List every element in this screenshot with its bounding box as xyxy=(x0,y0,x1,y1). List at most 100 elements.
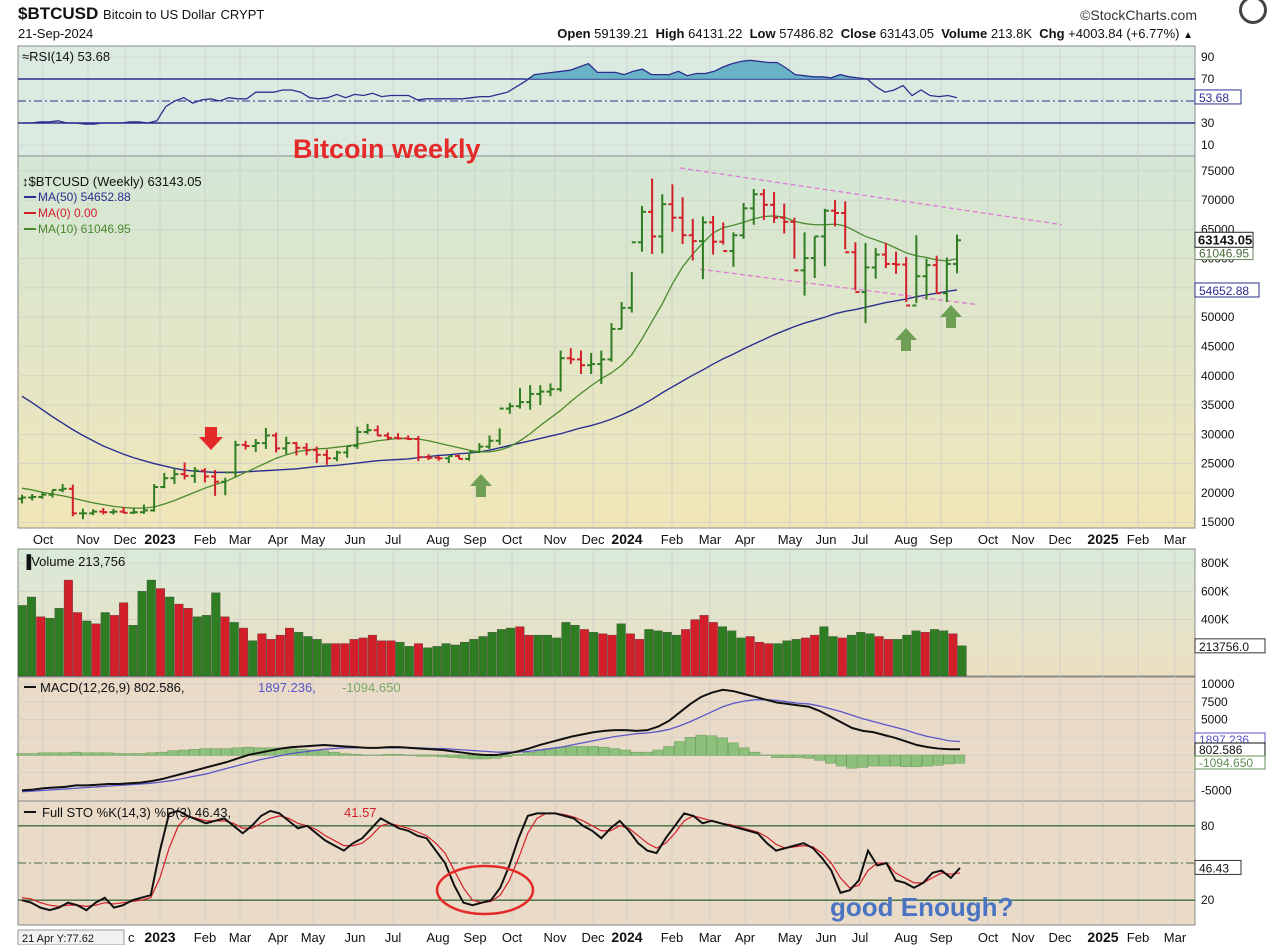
price-bar xyxy=(322,449,331,465)
price-tick-label: 35000 xyxy=(1201,398,1235,412)
macd-tick-label: -5000 xyxy=(1201,783,1232,797)
macd-signal-line xyxy=(21,699,961,793)
macd-histogram-bar xyxy=(792,754,804,758)
x-axis-bottom-label: Oct xyxy=(502,930,523,945)
macd-histogram-bar xyxy=(81,752,92,756)
price-bar xyxy=(455,454,464,460)
crosshair-readout: 21 Apr Y:77.62 xyxy=(22,933,94,945)
x-axis-bottom-label: Dec xyxy=(1048,930,1072,945)
volume-bar xyxy=(478,636,488,677)
volume-bar xyxy=(736,637,746,677)
price-bar xyxy=(282,436,291,455)
x-axis-tick-label: Mar xyxy=(699,532,722,547)
volume-bar xyxy=(100,612,110,677)
macd-histogram-bar xyxy=(943,754,955,765)
volume-bar xyxy=(810,634,820,677)
price-bar xyxy=(892,251,901,274)
macd-histogram-bar xyxy=(803,754,815,759)
volume-bar xyxy=(109,615,119,677)
x-axis-tick-label: Sep xyxy=(929,532,952,547)
stochastic-tick-label: 20 xyxy=(1201,893,1215,907)
volume-bar xyxy=(377,640,387,677)
x-axis-tick-label: Oct xyxy=(502,532,523,547)
macd-histogram-bar xyxy=(922,754,933,767)
volume-bar xyxy=(515,626,525,677)
x-axis-tick-label: Oct xyxy=(33,532,54,547)
volume-bar xyxy=(543,634,552,677)
price-bar xyxy=(932,255,941,295)
macd-histogram-bar xyxy=(889,754,901,767)
macd-histogram-bar xyxy=(566,746,577,756)
x-axis-tick-label: Dec xyxy=(113,532,137,547)
x-axis-tick-label: May xyxy=(778,532,803,547)
price-bar xyxy=(28,494,37,501)
price-bar xyxy=(221,471,230,496)
x-axis-bottom-label: Apr xyxy=(735,930,756,945)
macd-histogram-bar xyxy=(124,753,135,756)
price-tick-label: 20000 xyxy=(1201,486,1235,500)
red-down-arrow-icon xyxy=(199,427,223,450)
oversold-circle-annotation xyxy=(435,864,535,916)
price-bar xyxy=(231,440,240,478)
price-bar xyxy=(160,472,169,489)
brand[interactable]: ©StockCharts.com xyxy=(1080,7,1197,23)
price-bar xyxy=(89,509,98,516)
price-bar xyxy=(444,454,453,464)
macd-histogram-bar xyxy=(835,754,847,767)
macd-panel xyxy=(17,676,1196,802)
price-bar xyxy=(394,433,403,440)
macd-histogram-bar xyxy=(900,754,912,767)
price-bar xyxy=(922,258,931,300)
macd-histogram-bar xyxy=(16,753,28,756)
macd-histogram-bar xyxy=(458,754,470,759)
x-axis-tick-label: 2023 xyxy=(144,531,175,547)
volume-bar xyxy=(331,643,341,677)
volume-legend: ▐Volume 213,756 xyxy=(22,554,125,570)
open-label: Open xyxy=(557,26,591,41)
price-bar xyxy=(292,441,301,456)
volume-bar xyxy=(561,622,571,677)
ma10-line xyxy=(21,215,958,509)
volume-bar xyxy=(460,641,470,677)
price-bar xyxy=(587,352,596,375)
crosshair-readout-box xyxy=(17,929,125,945)
price-bar xyxy=(495,407,504,445)
macd-histogram-bar xyxy=(426,754,437,757)
volume-bar xyxy=(865,633,875,677)
x-axis-tick-label: Nov xyxy=(1011,532,1035,547)
price-tick-label: 15000 xyxy=(1201,515,1235,529)
volume-value: 213.8K xyxy=(990,26,1033,41)
volume-bar xyxy=(367,634,377,677)
volume-tick-label: 400K xyxy=(1201,613,1229,627)
volume-bar xyxy=(404,646,414,677)
price-bar xyxy=(170,468,179,485)
stochastic-d-legend: 41.57 xyxy=(344,805,377,820)
volume-bar xyxy=(386,640,396,677)
volume-bar xyxy=(174,603,184,677)
price-bar xyxy=(475,443,484,454)
price-bar xyxy=(536,385,545,406)
rsi-tick-label: 90 xyxy=(1201,50,1215,64)
volume-bar xyxy=(570,625,580,677)
rsi-line xyxy=(22,59,958,125)
macd-histogram-bar xyxy=(188,749,200,756)
up-triangle-icon: ▲ xyxy=(1183,30,1193,41)
exchange: CRYPT xyxy=(220,7,265,22)
close-icon[interactable] xyxy=(1239,0,1267,24)
volume-bar xyxy=(598,633,608,677)
price-bar xyxy=(790,217,799,272)
macd-histogram-bar xyxy=(415,754,427,757)
price-bar xyxy=(109,508,118,515)
symbol-header: $BTCUSD Bitcoin to US Dollar CRYPT xyxy=(18,4,264,24)
volume-bar xyxy=(146,579,156,677)
price-bar xyxy=(78,508,87,520)
rsi-legend: ≈RSI(14) 53.68 xyxy=(22,49,110,64)
volume-bar xyxy=(690,619,700,677)
volume-bar xyxy=(607,634,617,677)
volume-bar xyxy=(441,643,451,677)
change-label: Chg xyxy=(1039,26,1065,41)
volume-bar xyxy=(699,615,709,677)
volume-bar xyxy=(395,641,405,677)
price-bar xyxy=(515,388,524,409)
